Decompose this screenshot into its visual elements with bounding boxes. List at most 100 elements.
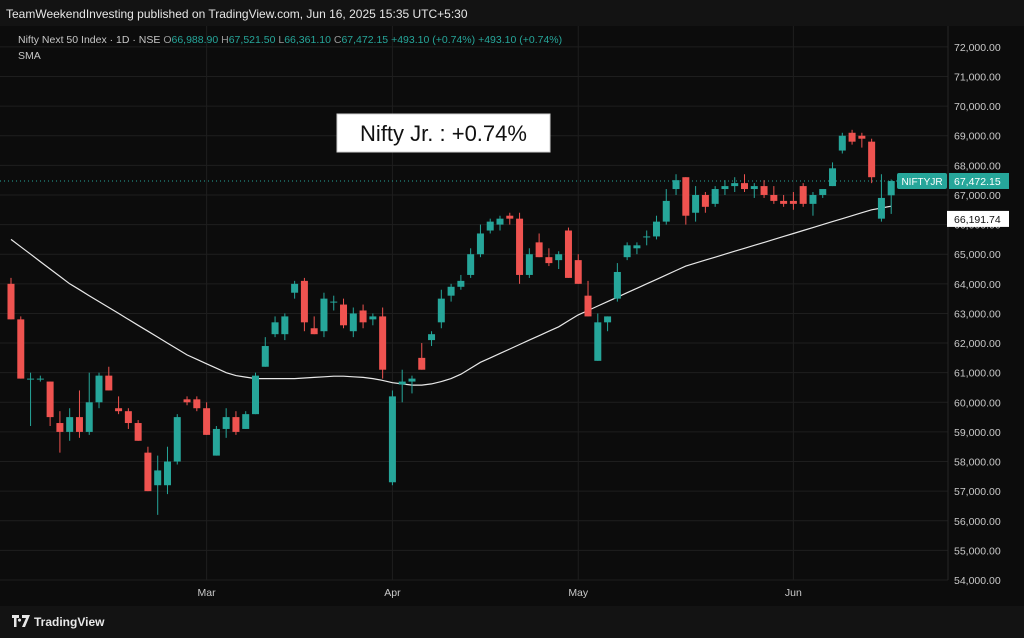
y-tick-label: 67,000.00 [954,190,1001,202]
x-tick-label: Apr [384,587,401,599]
legend-symbol: Nifty Next 50 Index · 1D · NSE [18,34,161,46]
last-price-label: 67,472.15 [954,176,1001,188]
candle-body [232,417,240,432]
candle-body [163,461,171,486]
candle-body [340,304,348,326]
x-tick-label: May [568,587,589,599]
candle-body [17,319,25,379]
candle-body [379,316,387,370]
candle-body [721,186,729,190]
candle-body [252,375,259,415]
candle-body [85,402,93,432]
candle-body [349,313,357,332]
y-tick-label: 72,000.00 [954,42,1001,54]
symbol-tag-label: NIFTYJR [901,177,942,188]
candle-body [692,194,700,213]
candle-body [418,357,426,370]
candle-body [760,186,768,195]
candle-body [741,183,748,190]
candle-body [643,236,651,238]
candle-body [154,470,162,486]
candle-body [506,215,514,219]
candle-body [848,132,856,142]
publish-caption: TeamWeekendInvesting published on Tradin… [6,7,468,21]
legend-high-label: H [221,34,229,46]
y-tick-label: 54,000.00 [954,575,1001,587]
candle-body [66,417,74,432]
legend-change-secondary: +493.10 (+0.74%) [478,34,563,46]
candle-body [750,186,758,190]
candle-body [203,408,211,435]
candle-body [183,399,191,403]
candle-body [594,322,602,361]
candle-body [212,428,220,456]
candle-body [789,200,797,204]
y-tick-label: 71,000.00 [954,72,1001,84]
y-tick-label: 70,000.00 [954,101,1001,113]
tradingview-logo-icon [12,614,30,631]
candle-body [731,183,739,187]
y-tick-label: 62,000.00 [954,338,1001,350]
candle-body [27,378,35,380]
y-tick-label: 56,000.00 [954,516,1001,528]
y-tick-label: 55,000.00 [954,545,1001,557]
candle-body [242,414,250,429]
legend-close-label: C [333,34,342,46]
y-tick-label: 57,000.00 [954,486,1001,498]
chart-legend: Nifty Next 50 Index · 1D · NSE O66,988.9… [18,34,562,46]
candle-body [124,411,132,424]
candle-body [310,328,318,335]
indicator-legend-sma[interactable]: SMA [18,50,41,62]
legend-low-value: 66,361.10 [284,34,331,46]
candle-body [437,298,445,323]
symbol-tag [897,172,947,189]
candle-body [388,396,396,483]
candle-body [868,141,876,178]
y-tick-label: 58,000.00 [954,457,1001,469]
candlestick-chart[interactable]: 72,000.00 71,000.00 70,000.00 69,000.00 68,0… [0,0,1024,608]
candle-body [428,334,436,341]
candle-body [193,399,201,409]
y-tick-label: 68,000.00 [954,160,1001,172]
y-tick-label: 64,000.00 [954,279,1001,291]
candle-body [271,322,279,335]
candle-body [134,423,142,441]
candle-body [633,245,641,249]
candle-body [819,189,827,195]
candle-body [300,280,308,323]
candle-body [545,257,553,264]
sma-value-label: 66,191.74 [954,214,1001,226]
x-tick-label: Mar [198,587,217,599]
candle-body [7,283,15,320]
sma-line [10,205,892,386]
candle-body [809,194,817,204]
candle-body [115,408,123,412]
x-tick-label: Jun [785,587,802,599]
tradingview-brand[interactable]: TradingView [12,614,104,630]
candle-body [525,254,533,275]
y-tick-label: 65,000.00 [954,249,1001,261]
candle-body [173,417,181,462]
annotation-title: Nifty Jr. : +0.74% [360,121,527,146]
candle-body [281,316,289,335]
candle-body [496,218,504,225]
candle-body [858,135,866,139]
candle-body [46,381,54,418]
candle-body [457,280,465,287]
candle-body [887,180,895,196]
candle-body [829,168,837,187]
candle-body [359,310,367,323]
candle-body [447,286,455,296]
candle-body [369,316,377,320]
y-tick-label: 59,000.00 [954,427,1001,439]
candle-body [770,194,778,201]
candle-body [36,378,44,380]
candle-body [604,316,612,323]
candle-body [75,417,83,432]
candle-body [799,186,807,204]
legend-close-value: 67,472.15 [341,34,389,46]
y-tick-label: 69,000.00 [954,131,1001,143]
y-tick-label: 63,000.00 [954,308,1001,320]
legend-low-label: L [278,34,285,46]
candle-body [877,197,885,219]
